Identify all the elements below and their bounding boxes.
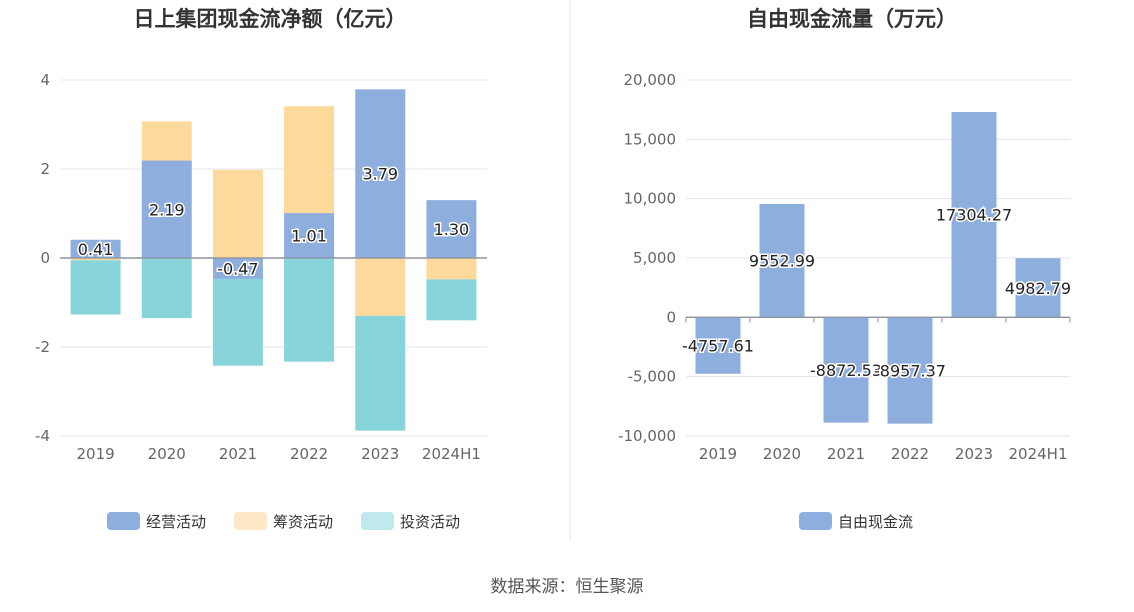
chart-title: 日上集团现金流净额（亿元）: [134, 7, 407, 31]
x-tick-label: 2019: [76, 445, 114, 463]
bar-2019-0: [70, 239, 121, 258]
data-label-2020: 9552.99: [749, 252, 815, 271]
bar-2023-0: [355, 89, 406, 258]
y-tick-label: 2: [40, 160, 50, 178]
x-tick-label: 2022: [290, 445, 328, 463]
data-label-2021: -8872.53: [810, 361, 882, 380]
legend-label: 经营活动: [146, 513, 206, 531]
bar-2021-1: [212, 169, 263, 258]
y-tick-label: 15,000: [624, 130, 677, 148]
y-tick-label: 0: [666, 308, 676, 326]
data-label-2022: -8957.37: [874, 361, 946, 380]
data-label-2019: -4757.61: [682, 337, 754, 356]
x-tick-label: 2019: [699, 445, 737, 463]
bar-2024h1-1: [426, 258, 477, 280]
x-tick-label: 2022: [891, 445, 929, 463]
legend-swatch: [361, 512, 394, 530]
bar-2022-0: [284, 213, 335, 258]
data-label-2020: 2.19: [149, 200, 185, 219]
legend-label: 自由现金流: [838, 513, 913, 531]
x-tick-label: 2020: [763, 445, 801, 463]
bar-2023: [951, 111, 997, 318]
bar-2022: [887, 317, 933, 424]
y-tick-label: -2: [35, 338, 50, 356]
bar-2024h1-0: [426, 200, 477, 258]
legend-swatch: [107, 512, 140, 530]
y-tick-label: 5,000: [633, 249, 676, 267]
x-tick-label: 2021: [827, 445, 865, 463]
x-tick-label: 2023: [361, 445, 399, 463]
bar-2023-2: [355, 315, 406, 431]
bar-2021-0: [212, 258, 263, 279]
bar-2019: [695, 317, 741, 374]
bar-2024h1-2: [426, 279, 477, 321]
bar-2020-2: [141, 258, 192, 319]
cashflow-net-chart: 日上集团现金流净额（亿元） 4 2 0 -2 -4 0.41 2.19 -0.47 1.01 3.7…: [35, 7, 487, 531]
bar-2019-1: [70, 258, 121, 261]
y-tick-label: -4: [35, 427, 50, 445]
data-label-2024h1: 4982.79: [1005, 279, 1071, 298]
data-label-2024h1: 1.30: [434, 220, 470, 239]
y-tick-label: -10,000: [618, 427, 676, 445]
y-tick-label: -5,000: [628, 368, 676, 386]
legend-item--[interactable]: 投资活动: [361, 512, 460, 531]
legend-item--[interactable]: 经营活动: [107, 512, 206, 531]
y-tick-label: 4: [40, 71, 50, 89]
bar-2019-2: [70, 260, 121, 315]
data-label-2023: 3.79: [362, 165, 398, 184]
chart-title: 自由现金流量（万元）: [747, 7, 957, 31]
y-tick-label: 0: [40, 249, 50, 267]
data-label-2019: 0.41: [78, 240, 114, 259]
legend-swatch: [234, 512, 267, 530]
legend-item--[interactable]: 自由现金流: [799, 512, 913, 531]
y-tick-label: 20,000: [624, 71, 677, 89]
data-label-2023: 17304.27: [936, 206, 1012, 225]
legend-swatch: [799, 512, 832, 530]
legend-label: 筹资活动: [273, 513, 333, 531]
bar-2021-2: [212, 278, 263, 366]
x-tick-label: 2020: [148, 445, 186, 463]
bar-2023-1: [355, 258, 406, 316]
x-tick-label: 2024H1: [1009, 445, 1068, 463]
y-tick-label: 10,000: [624, 190, 677, 208]
data-label-2021: -0.47: [217, 259, 258, 278]
x-tick-label: 2024H1: [422, 445, 481, 463]
source-note: 数据来源：恒生聚源: [490, 577, 644, 597]
bar-2020: [759, 203, 805, 318]
bar-2020-0: [141, 160, 192, 258]
bar-2021: [823, 317, 869, 423]
bar-2024h1: [1015, 258, 1061, 318]
data-label-2022: 1.01: [291, 227, 327, 246]
bar-2022-1: [284, 106, 335, 214]
free-cashflow-chart: 自由现金流量（万元） 20,000 15,000 10,000 5,000 0 -5,000…: [618, 7, 1072, 531]
legend-label: 投资活动: [400, 513, 460, 531]
bar-2020-1: [141, 121, 192, 161]
x-tick-label: 2023: [955, 445, 993, 463]
legend-item--[interactable]: 筹资活动: [234, 512, 333, 531]
bar-2022-2: [284, 258, 335, 362]
x-tick-label: 2021: [219, 445, 257, 463]
